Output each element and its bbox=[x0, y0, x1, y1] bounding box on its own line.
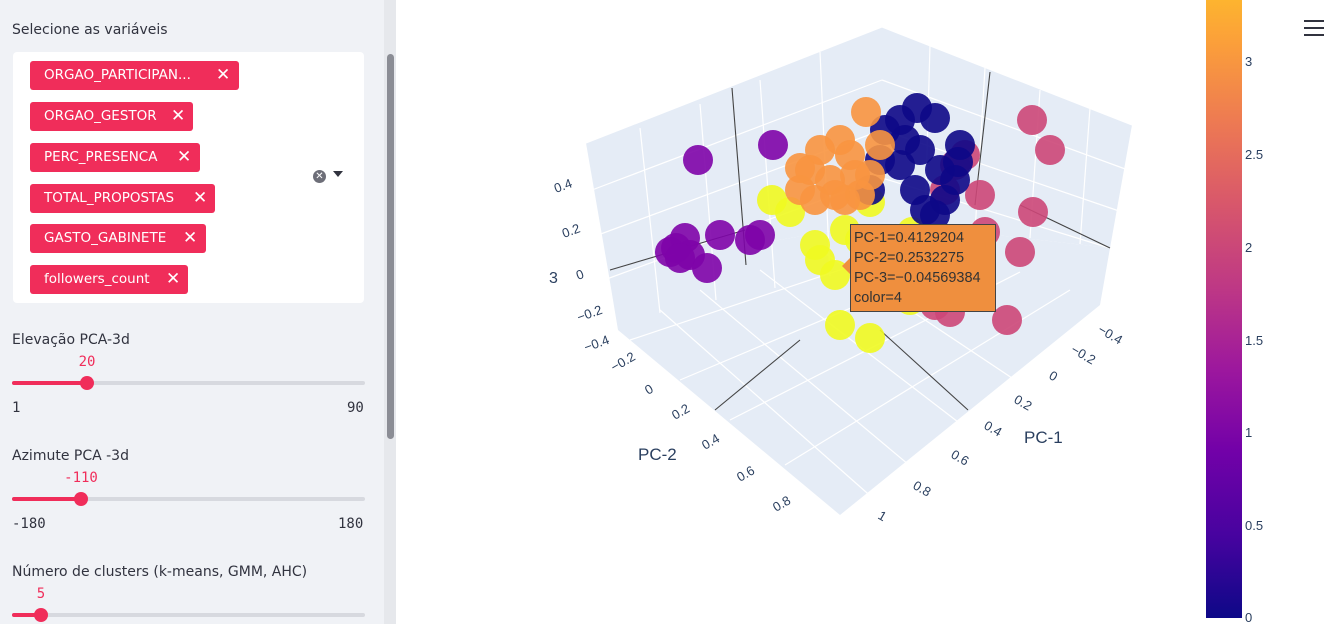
hover-tooltip: PC-1=0.4129204 PC-2=0.2532275 PC-3=−0.04… bbox=[850, 224, 996, 312]
clusters-value: 5 bbox=[36, 586, 46, 602]
tooltip-line: PC-2=0.2532275 bbox=[854, 250, 965, 266]
elevation-slider-thumb[interactable] bbox=[80, 376, 94, 390]
remove-tag-icon[interactable]: ✕ bbox=[193, 188, 208, 208]
azimuth-max: 180 bbox=[338, 516, 364, 532]
tag-orgao-gestor: ORGAO_GESTOR ✕ bbox=[30, 102, 193, 131]
tag-total-propostas: TOTAL_PROPOSTAS ✕ bbox=[30, 184, 215, 213]
elevation-slider[interactable] bbox=[12, 376, 365, 390]
azimuth-min: -180 bbox=[12, 516, 46, 532]
clusters-slider-thumb[interactable] bbox=[34, 608, 48, 622]
variables-label: Selecione as variáveis bbox=[12, 22, 168, 38]
elevation-label: Elevação PCA-3d bbox=[12, 332, 130, 348]
tag-perc-presenca: PERC_PRESENCA ✕ bbox=[30, 143, 200, 172]
azimuth-slider-thumb[interactable] bbox=[74, 492, 88, 506]
tag-orgao-participante: ORGAO_PARTICIPAN... ✕ bbox=[30, 61, 239, 90]
clear-all-icon[interactable]: ✕ bbox=[313, 170, 326, 183]
tooltip-line: color=4 bbox=[854, 290, 902, 306]
tooltip-line: PC-3=−0.04569384 bbox=[854, 270, 981, 286]
menu-bar bbox=[1304, 27, 1324, 29]
clusters-slider[interactable] bbox=[12, 608, 365, 622]
elevation-max: 90 bbox=[347, 400, 364, 416]
azimuth-slider[interactable] bbox=[12, 492, 365, 506]
tooltip-line: PC-1=0.4129204 bbox=[854, 230, 965, 246]
remove-tag-icon[interactable]: ✕ bbox=[216, 65, 231, 85]
main-area bbox=[396, 0, 1334, 624]
hamburger-menu-icon[interactable] bbox=[1304, 20, 1324, 40]
sidebar-scrollbar-thumb[interactable] bbox=[387, 54, 394, 439]
remove-tag-icon[interactable]: ✕ bbox=[177, 147, 192, 167]
remove-tag-icon[interactable]: ✕ bbox=[183, 228, 198, 248]
clusters-slider-fill bbox=[12, 613, 41, 617]
azimuth-slider-fill bbox=[12, 497, 81, 501]
elevation-value: 20 bbox=[78, 354, 96, 370]
sidebar: Selecione as variáveis ORGAO_PARTICIPAN.… bbox=[0, 0, 384, 624]
elevation-min: 1 bbox=[12, 400, 21, 416]
clusters-label: Número de clusters (k-means, GMM, AHC) bbox=[12, 564, 308, 580]
variables-multiselect[interactable]: ORGAO_PARTICIPAN... ✕ ORGAO_GESTOR ✕ PER… bbox=[13, 52, 364, 303]
remove-tag-icon[interactable]: ✕ bbox=[171, 106, 186, 126]
tag-gasto-gabinete: GASTO_GABINETE ✕ bbox=[30, 224, 206, 253]
remove-tag-icon[interactable]: ✕ bbox=[166, 269, 181, 289]
menu-bar bbox=[1304, 20, 1324, 22]
azimuth-label: Azimute PCA -3d bbox=[12, 448, 129, 464]
tooltip-pointer bbox=[842, 258, 850, 274]
azimuth-value: -110 bbox=[64, 470, 98, 486]
tag-followers-count: followers_count ✕ bbox=[30, 265, 188, 294]
elevation-slider-fill bbox=[12, 381, 87, 385]
chevron-down-icon[interactable] bbox=[333, 171, 343, 177]
menu-bar bbox=[1304, 34, 1324, 36]
